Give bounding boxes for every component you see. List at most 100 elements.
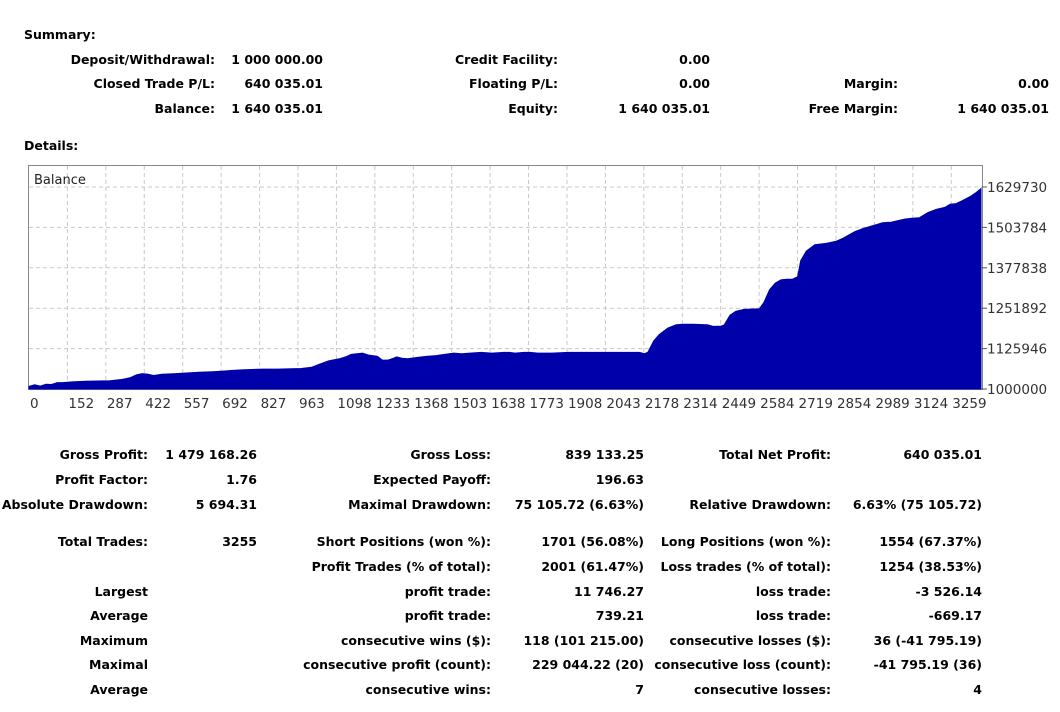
x-axis-ticks: 0 152 287 422 557 692 827 963 1098 1233 1368 1503 16… bbox=[30, 396, 987, 412]
x-tick-label: 1233 bbox=[376, 396, 410, 412]
x-tick-label: 557 bbox=[184, 396, 210, 412]
balance-chart: Balance 0 152 287 422 557 692 827 963 1098 1233 13… bbox=[28, 165, 1047, 412]
x-tick-label: 1638 bbox=[491, 396, 525, 412]
relative-drawdown-label: Relative Drawdown: bbox=[689, 497, 831, 512]
x-tick-label: 3124 bbox=[914, 396, 948, 412]
x-tick-label: 2854 bbox=[837, 396, 871, 412]
x-tick-label: 2314 bbox=[683, 396, 717, 412]
row-value-2: -669.17 bbox=[928, 608, 982, 623]
maximal-drawdown-value: 75 105.72 (6.63%) bbox=[514, 497, 644, 512]
floating-pl-value: 0.00 bbox=[679, 76, 710, 91]
gross-profit-value: 1 479 168.26 bbox=[165, 447, 257, 462]
x-tick-label: 1908 bbox=[568, 396, 602, 412]
y-axis-ticks: 1629730 1503784 1377838 1251892 1125946 10000… bbox=[982, 180, 1047, 398]
gross-loss-value: 839 133.25 bbox=[565, 447, 644, 462]
credit-label: Credit Facility: bbox=[454, 52, 558, 67]
row-label: consecutive profit (count): bbox=[303, 657, 491, 672]
x-tick-label: 2043 bbox=[606, 396, 640, 412]
x-tick-label: 2449 bbox=[722, 396, 756, 412]
credit-value: 0.00 bbox=[679, 52, 710, 67]
long-positions-value: 1554 (67.37%) bbox=[879, 534, 982, 549]
deposit-label: Deposit/Withdrawal: bbox=[70, 52, 215, 67]
row-value: 7 bbox=[635, 682, 644, 697]
x-tick-label: 963 bbox=[299, 396, 325, 412]
x-tick-label: 0 bbox=[30, 396, 39, 412]
closed-pl-value: 640 035.01 bbox=[244, 76, 323, 91]
absolute-drawdown-value: 5 694.31 bbox=[195, 497, 257, 512]
row-value: 739.21 bbox=[595, 608, 644, 623]
row-value: 229 044.22 (20) bbox=[532, 657, 644, 672]
y-tick-label: 1377838 bbox=[987, 261, 1047, 277]
row-label: profit trade: bbox=[404, 608, 491, 623]
total-net-label: Total Net Profit: bbox=[719, 447, 831, 462]
profit-trades-value: 2001 (61.47%) bbox=[541, 559, 644, 574]
x-tick-label: 2719 bbox=[799, 396, 833, 412]
total-net-value: 640 035.01 bbox=[903, 447, 982, 462]
row-heading: Largest bbox=[94, 584, 148, 599]
x-tick-label: 1773 bbox=[530, 396, 564, 412]
x-tick-label: 2584 bbox=[760, 396, 794, 412]
equity-label: Equity: bbox=[508, 101, 558, 116]
x-tick-label: 287 bbox=[107, 396, 133, 412]
profit-factor-label: Profit Factor: bbox=[55, 472, 148, 487]
y-tick-label: 1503784 bbox=[987, 220, 1047, 236]
row-label: consecutive wins ($): bbox=[340, 633, 491, 648]
margin-label: Margin: bbox=[843, 76, 898, 91]
gross-profit-label: Gross Profit: bbox=[59, 447, 148, 462]
expected-payoff-label: Expected Payoff: bbox=[373, 472, 491, 487]
row-heading: Maximal bbox=[89, 657, 148, 672]
chart-title: Balance bbox=[34, 173, 86, 188]
row-label-2: consecutive losses: bbox=[693, 682, 831, 697]
row-value-2: 4 bbox=[973, 682, 982, 697]
x-tick-label: 3259 bbox=[952, 396, 986, 412]
relative-drawdown-value: 6.63% (75 105.72) bbox=[852, 497, 982, 512]
row-value: 118 (101 215.00) bbox=[523, 633, 644, 648]
row-heading: Average bbox=[90, 682, 148, 697]
x-tick-label: 1503 bbox=[453, 396, 487, 412]
y-tick-label: 1000000 bbox=[987, 382, 1047, 398]
profit-trades-label: Profit Trades (% of total): bbox=[311, 559, 491, 574]
expected-payoff-value: 196.63 bbox=[595, 472, 644, 487]
x-tick-label: 1368 bbox=[414, 396, 448, 412]
x-tick-label: 2178 bbox=[645, 396, 679, 412]
balance-value: 1 640 035.01 bbox=[231, 101, 323, 116]
y-tick-label: 1125946 bbox=[987, 342, 1047, 358]
loss-trades-label: Loss trades (% of total): bbox=[660, 559, 831, 574]
absolute-drawdown-label: Absolute Drawdown: bbox=[1, 497, 148, 512]
x-tick-label: 1098 bbox=[337, 396, 371, 412]
margin-value: 0.00 bbox=[1018, 76, 1049, 91]
equity-value: 1 640 035.01 bbox=[618, 101, 710, 116]
loss-trades-value: 1254 (38.53%) bbox=[879, 559, 982, 574]
closed-pl-label: Closed Trade P/L: bbox=[93, 76, 215, 91]
maximal-drawdown-label: Maximal Drawdown: bbox=[348, 497, 491, 512]
row-value-2: 36 (-41 795.19) bbox=[873, 633, 982, 648]
x-tick-label: 152 bbox=[68, 396, 94, 412]
total-trades-value: 3255 bbox=[222, 534, 257, 549]
row-label-2: consecutive losses ($): bbox=[669, 633, 831, 648]
gross-loss-label: Gross Loss: bbox=[410, 447, 491, 462]
x-tick-label: 2989 bbox=[875, 396, 909, 412]
short-positions-value: 1701 (56.08%) bbox=[541, 534, 644, 549]
x-tick-label: 422 bbox=[145, 396, 171, 412]
free-margin-label: Free Margin: bbox=[808, 101, 898, 116]
row-value-2: -41 795.19 (36) bbox=[873, 657, 982, 672]
details-title: Details: bbox=[24, 138, 79, 153]
balance-label: Balance: bbox=[154, 101, 215, 116]
row-label-2: loss trade: bbox=[755, 584, 831, 599]
y-tick-label: 1251892 bbox=[987, 301, 1047, 317]
balance-area bbox=[28, 187, 982, 390]
long-positions-label: Long Positions (won %): bbox=[660, 534, 831, 549]
row-label-2: consecutive loss (count): bbox=[654, 657, 831, 672]
free-margin-value: 1 640 035.01 bbox=[957, 101, 1049, 116]
total-trades-label: Total Trades: bbox=[57, 534, 148, 549]
x-tick-label: 692 bbox=[222, 396, 248, 412]
y-tick-label: 1629730 bbox=[987, 180, 1047, 196]
profit-factor-value: 1.76 bbox=[226, 472, 257, 487]
row-heading: Maximum bbox=[79, 633, 148, 648]
deposit-value: 1 000 000.00 bbox=[231, 52, 323, 67]
short-positions-label: Short Positions (won %): bbox=[316, 534, 491, 549]
row-label: profit trade: bbox=[404, 584, 491, 599]
row-value-2: -3 526.14 bbox=[915, 584, 982, 599]
row-value: 11 746.27 bbox=[574, 584, 644, 599]
row-heading: Average bbox=[90, 608, 148, 623]
